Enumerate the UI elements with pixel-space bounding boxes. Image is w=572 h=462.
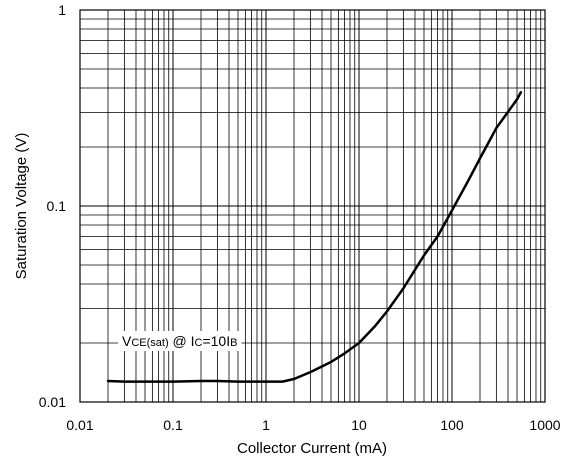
annotation-subscript: B (230, 337, 237, 349)
x-tick-label: 10 (351, 417, 367, 433)
x-tick-label: 1 (262, 417, 270, 433)
annotation-text: V (122, 333, 132, 349)
y-axis-label: Saturation Voltage (V) (13, 133, 30, 280)
annotation-text: @ I (169, 333, 195, 349)
x-tick-label: 1000 (529, 417, 560, 433)
x-tick-label: 0.1 (163, 417, 183, 433)
series-layer (106, 91, 523, 383)
x-tick-label: 100 (440, 417, 464, 433)
series-line (106, 91, 523, 383)
y-tick-label: 0.1 (47, 198, 67, 214)
plot-frame (79, 9, 546, 403)
y-tick-label: 1 (58, 2, 66, 18)
y-tick-label: 0.01 (39, 394, 66, 410)
tick-labels: 0.01 0.1 1 10 100 1000 0.01 0.1 1 (39, 2, 561, 433)
annotation-subscript: C (195, 337, 203, 349)
annotation-background (118, 331, 242, 351)
annotation-group: VCE(sat) @ IC=10IB (118, 331, 242, 351)
annotation-text: =10I (202, 333, 230, 349)
x-axis-label: Collector Current (mA) (237, 440, 387, 457)
annotation-subscript: CE(sat) (131, 337, 168, 349)
annotation-label: VCE(sat) @ IC=10IB (122, 333, 237, 349)
x-tick-label: 0.01 (66, 417, 93, 433)
